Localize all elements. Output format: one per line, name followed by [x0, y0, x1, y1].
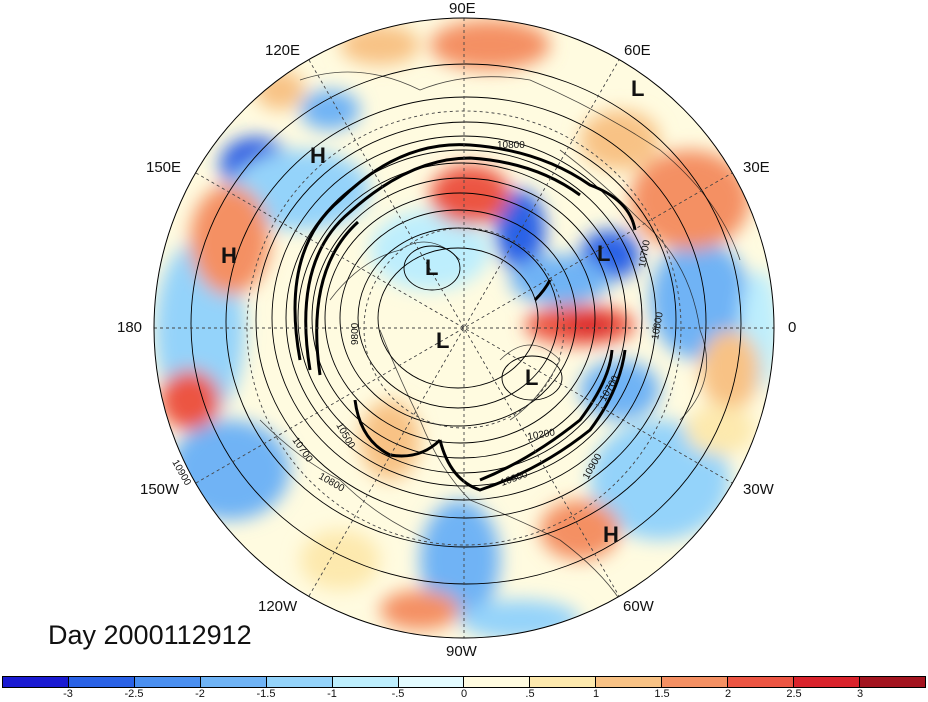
- contour-label: 10200: [527, 427, 557, 443]
- colorbar-swatch: [200, 677, 267, 687]
- colorbar-tick-label: -1: [327, 688, 337, 700]
- colorbar-swatch: [398, 677, 465, 687]
- low-pressure-label: L: [525, 365, 539, 390]
- graticule: [154, 18, 774, 638]
- colorbar-swatch: [794, 677, 860, 687]
- contour-label: 10800: [497, 140, 525, 151]
- colorbar-swatch: [662, 677, 729, 687]
- colorbar-swatch: [859, 677, 925, 687]
- high-pressure-label: H: [221, 243, 237, 268]
- colorbar-tick-label: 1: [592, 688, 600, 700]
- high-pressure-label: H: [310, 143, 326, 168]
- low-pressure-label: L: [425, 255, 439, 280]
- colorbar-tick-label: 3: [856, 688, 864, 700]
- colorbar-tick-label: .5: [525, 688, 535, 700]
- lon-label-60e: 60E: [624, 42, 651, 59]
- colorbar-swatch: [332, 677, 399, 687]
- jet-contours: [293, 143, 637, 492]
- colorbar-swatch: [266, 677, 333, 687]
- colorbar-tick-label: -.5: [391, 688, 405, 700]
- lon-label-150e: 150E: [146, 159, 182, 176]
- low-pressure-label: L: [436, 328, 450, 353]
- lon-label-120w: 120W: [258, 598, 298, 615]
- lon-label-0: 0: [788, 319, 797, 336]
- colorbar-swatch: [728, 677, 795, 687]
- colorbar-tick-label: -2: [195, 688, 205, 700]
- contour-label: 9800: [350, 322, 361, 345]
- contour-label: 10700: [637, 239, 653, 269]
- colorbar-tick-label: 0: [460, 688, 468, 700]
- colorbar-tick-label: -3: [63, 688, 73, 700]
- lon-label-30e: 30E: [743, 159, 770, 176]
- high-pressure-label: H: [603, 522, 619, 547]
- low-pressure-label: L: [597, 241, 611, 266]
- lon-label-60w: 60W: [623, 598, 654, 615]
- lon-label-90w: 90W: [446, 643, 477, 660]
- colorbar-swatch: [134, 677, 201, 687]
- colorbar-swatch: [596, 677, 663, 687]
- date-label: Day 2000112912: [48, 620, 252, 650]
- lon-label-180: 180: [117, 319, 143, 336]
- colorbar-tick-label: 1.5: [654, 688, 670, 700]
- lon-label-150w: 150W: [140, 481, 180, 498]
- low-pressure-label: L: [631, 76, 645, 101]
- colorbar-tick-label: 2: [724, 688, 732, 700]
- colorbar-swatch: [530, 677, 597, 687]
- colorbar-tick-label: -1.5: [256, 688, 276, 700]
- lon-label-30w: 30W: [743, 481, 774, 498]
- colorbar-tick-label: -2.5: [124, 688, 144, 700]
- lon-label-90e: 90E: [449, 0, 476, 17]
- colorbar-swatch: [3, 677, 69, 687]
- contour-label: 10600: [650, 311, 666, 341]
- colorbar-tick-label: 2.5: [786, 688, 802, 700]
- lon-label-120e: 120E: [265, 42, 301, 59]
- colorbar: [2, 676, 926, 688]
- colorbar-swatch: [464, 677, 531, 687]
- colorbar-swatch: [68, 677, 135, 687]
